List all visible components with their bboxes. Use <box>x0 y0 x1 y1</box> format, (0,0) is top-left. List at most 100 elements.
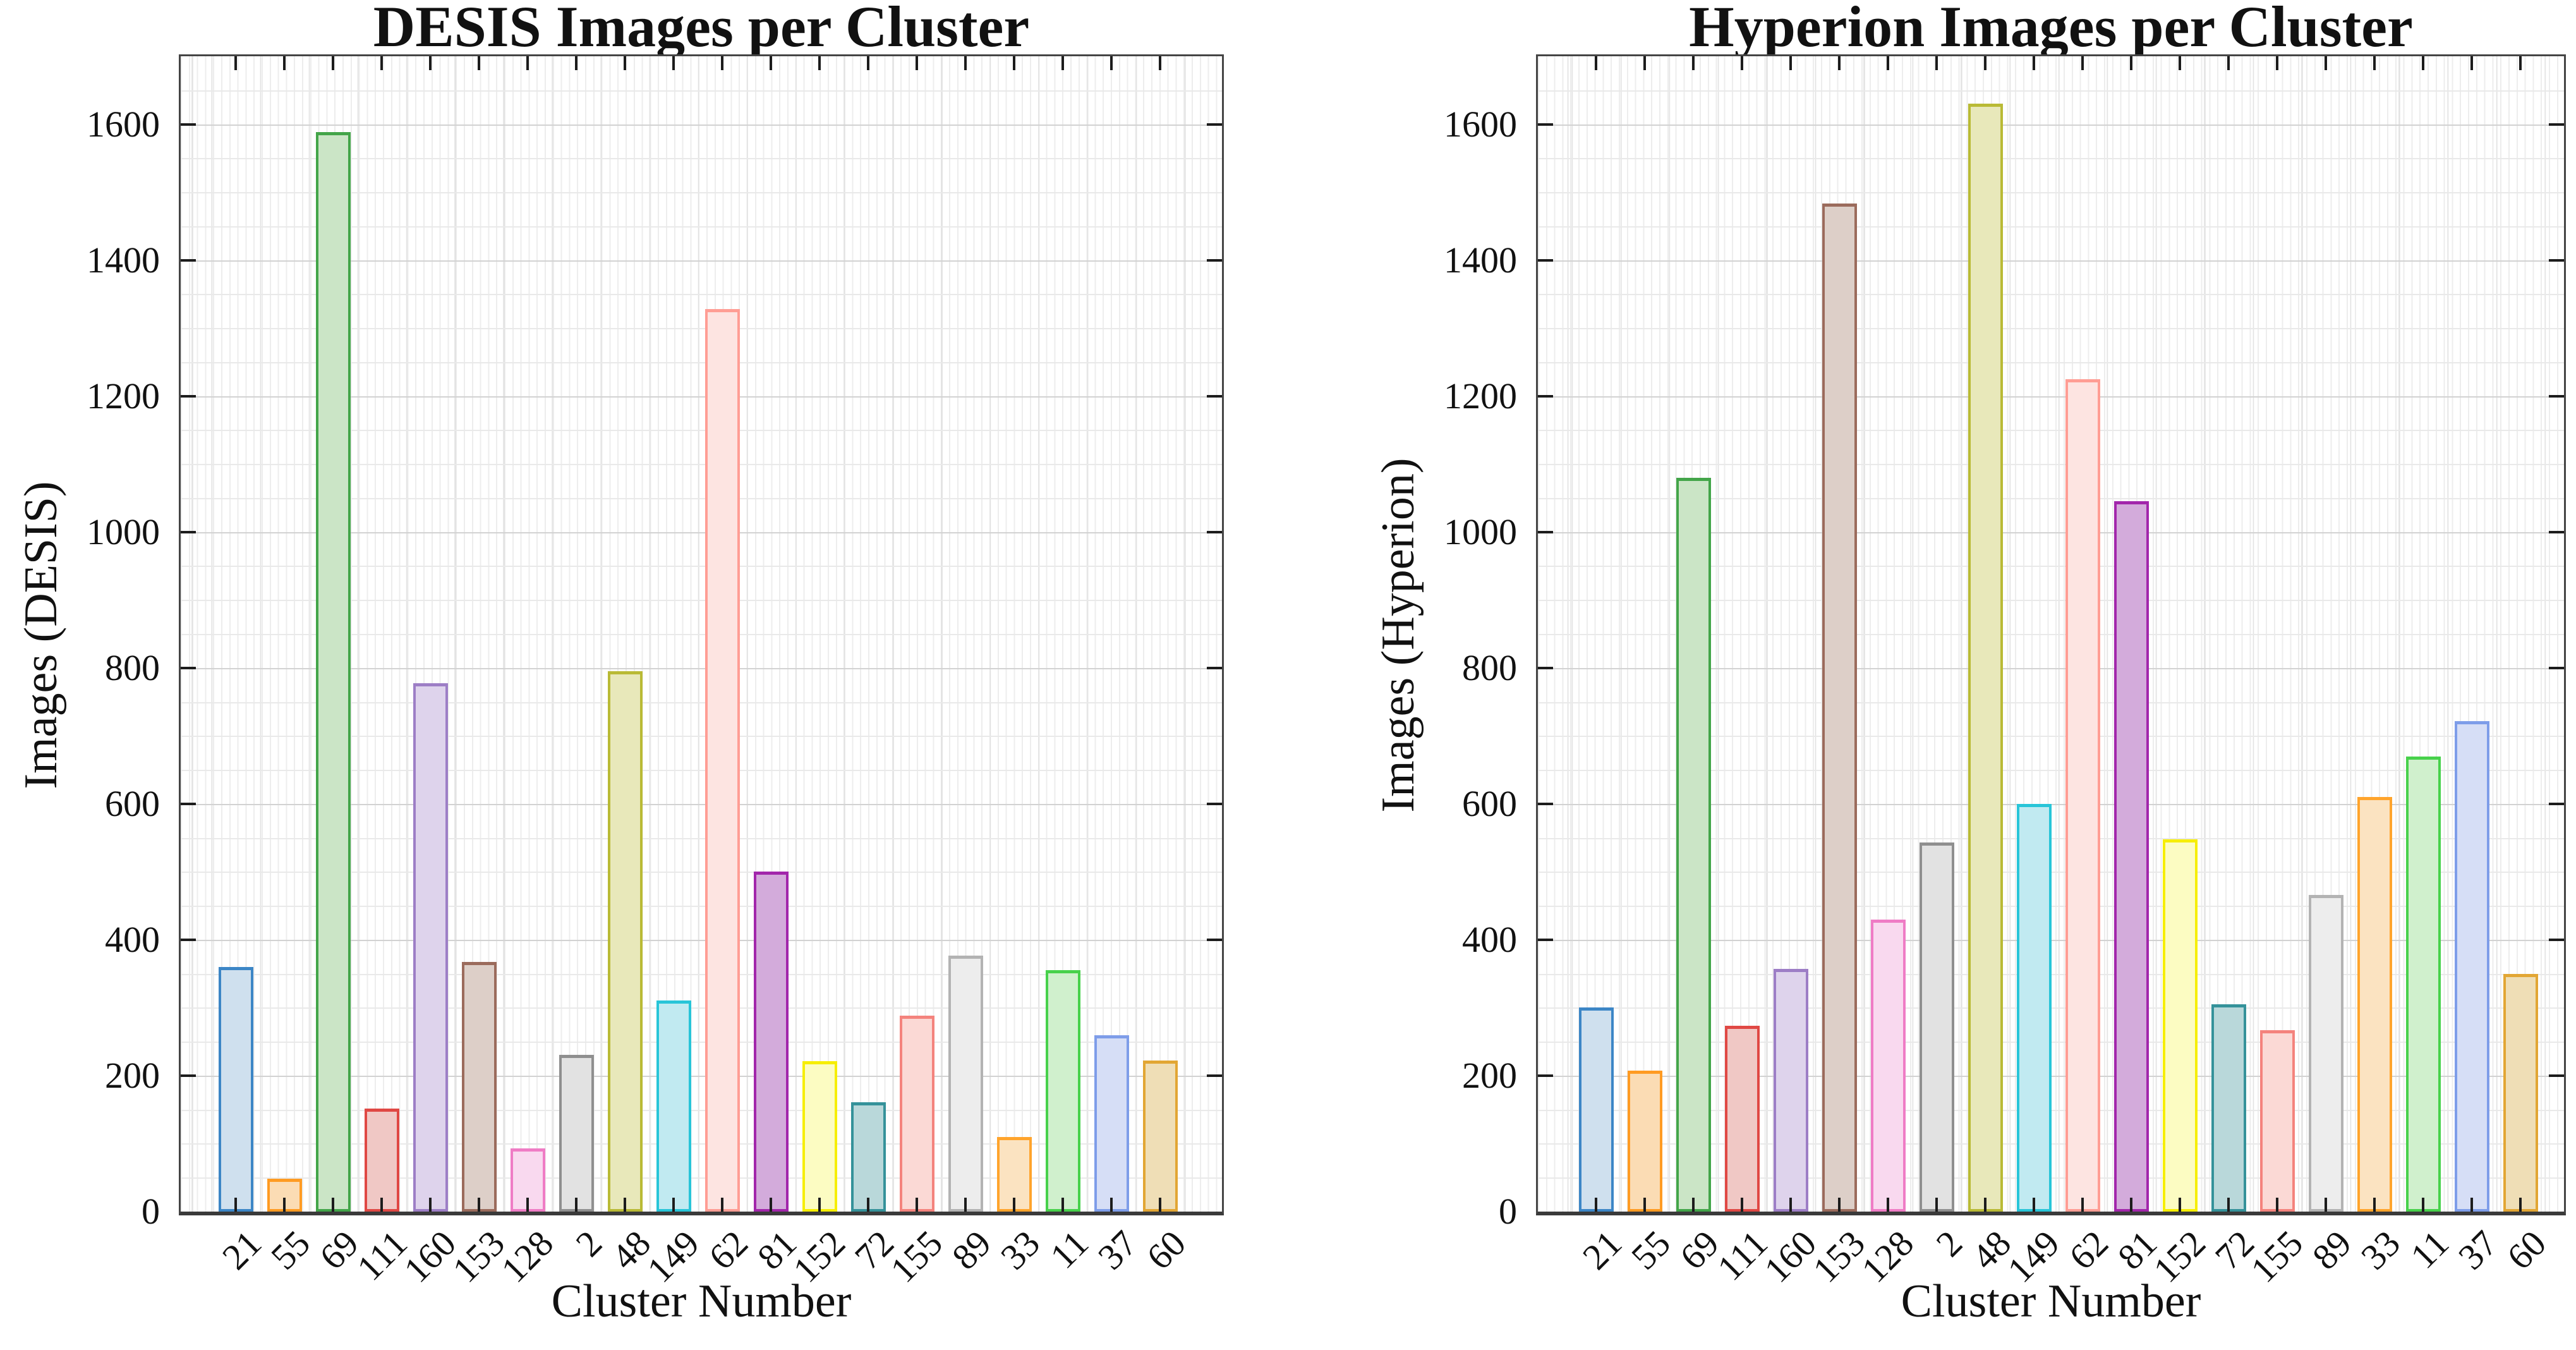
bar-cluster-152 <box>802 1061 837 1212</box>
y-tick-left <box>181 394 196 398</box>
y-tick-label: 1000 <box>87 511 160 552</box>
bar-cluster-48 <box>607 671 643 1212</box>
x-tick-label: 55 <box>263 1222 318 1278</box>
gridline-minor <box>1538 192 2564 194</box>
y-tick-label: 200 <box>105 1054 160 1096</box>
x-tick-bottom <box>283 1198 286 1212</box>
bar-cluster-153 <box>1822 204 1857 1212</box>
gridline-minor <box>181 1007 1222 1009</box>
gridline-major <box>181 124 1222 126</box>
x-tick-bottom <box>2519 1198 2522 1212</box>
y-tick-label: 1000 <box>1444 511 1517 552</box>
bar-cluster-149 <box>2016 804 2052 1212</box>
x-tick-bottom <box>2227 1198 2230 1212</box>
y-tick-left <box>181 123 196 126</box>
y-tick-left <box>181 802 196 805</box>
x-tick-bottom <box>1692 1198 1695 1212</box>
x-tick-label: 60 <box>2499 1222 2555 1278</box>
bar-cluster-111 <box>364 1109 399 1212</box>
y-tick-right <box>1207 802 1222 805</box>
gridline-minor <box>181 634 1222 635</box>
bar-cluster-21 <box>1578 1007 1614 1212</box>
x-tick-bottom <box>916 1198 918 1212</box>
x-tick-bottom <box>1789 1198 1792 1212</box>
gridline-minor <box>181 1143 1222 1145</box>
gridline-minor <box>181 566 1222 568</box>
x-tick-label: 62 <box>2061 1222 2117 1278</box>
x-tick-top <box>2325 56 2327 70</box>
gridline-minor <box>1538 294 2564 296</box>
gridline-minor <box>181 497 1222 499</box>
y-tick-left <box>1538 802 1553 805</box>
y-axis-label-hyperion: Images (Hyperion) <box>1372 458 1424 812</box>
y-tick-right <box>2549 530 2564 533</box>
gridline-minor <box>181 702 1222 703</box>
x-tick-top <box>429 56 432 70</box>
x-tick-top <box>1595 56 1597 70</box>
bar-cluster-128 <box>1870 920 1906 1212</box>
x-tick-label: 37 <box>2450 1222 2506 1278</box>
gridline-minor <box>181 90 1222 92</box>
bar-cluster-69 <box>1676 478 1711 1212</box>
x-tick-bottom <box>770 1198 772 1212</box>
y-tick-label: 400 <box>1462 918 1517 960</box>
gridline-major <box>181 939 1222 941</box>
y-tick-left <box>181 1074 196 1077</box>
y-tick-label: 600 <box>1462 782 1517 824</box>
bar-cluster-111 <box>1724 1026 1760 1212</box>
chart-title-hyperion: Hyperion Images per Cluster <box>1689 0 2413 59</box>
y-tick-label: 1600 <box>87 103 160 145</box>
y-tick-right <box>1207 258 1222 262</box>
x-tick-bottom <box>478 1198 480 1212</box>
x-tick-top <box>1643 56 1646 70</box>
bar-cluster-60 <box>1142 1061 1178 1212</box>
x-tick-bottom <box>867 1198 869 1212</box>
gridline-minor <box>181 1109 1222 1111</box>
x-tick-top <box>380 56 383 70</box>
x-tick-label: 2 <box>1928 1222 1971 1265</box>
y-tick-right <box>2549 123 2564 126</box>
x-tick-label: 60 <box>1139 1222 1194 1278</box>
x-tick-top <box>1789 56 1792 70</box>
x-tick-bottom <box>2276 1198 2278 1212</box>
x-tick-bottom <box>1595 1198 1597 1212</box>
bar-cluster-62 <box>704 309 740 1212</box>
gridline-major <box>181 803 1222 805</box>
bar-cluster-2 <box>559 1055 594 1212</box>
bar-cluster-89 <box>948 956 983 1212</box>
y-tick-label: 1600 <box>1444 103 1517 145</box>
x-tick-bottom <box>526 1198 529 1212</box>
gridline-major <box>1538 124 2564 126</box>
gridline-minor <box>181 837 1222 839</box>
y-tick-right <box>2549 258 2564 262</box>
y-tick-left <box>1538 1074 1553 1077</box>
x-tick-label: 11 <box>2402 1222 2457 1277</box>
bar-cluster-11 <box>2405 757 2441 1212</box>
x-tick-label: 21 <box>214 1222 270 1278</box>
gridline-major <box>181 667 1222 669</box>
x-tick-bottom <box>624 1198 626 1212</box>
y-tick-right <box>1207 123 1222 126</box>
gridline-major <box>1538 667 2564 669</box>
gridline-minor <box>1538 566 2564 568</box>
x-tick-top <box>1110 56 1113 70</box>
gridline-minor <box>181 906 1222 908</box>
bar-cluster-155 <box>899 1016 934 1212</box>
gridline-major <box>181 1075 1222 1077</box>
x-tick-bottom <box>1061 1198 1064 1212</box>
bar-cluster-37 <box>2454 721 2489 1212</box>
gridline-minor <box>1538 158 2564 160</box>
x-tick-top <box>575 56 577 70</box>
x-tick-bottom <box>2081 1198 2084 1212</box>
y-tick-right <box>1207 666 1222 669</box>
y-tick-label: 800 <box>105 647 160 688</box>
gridline-minor <box>181 362 1222 363</box>
gridline-major <box>181 532 1222 533</box>
x-tick-top <box>1692 56 1695 70</box>
x-tick-top <box>672 56 675 70</box>
gridline-minor <box>181 464 1222 466</box>
x-tick-top <box>1984 56 1986 70</box>
x-tick-bottom <box>1887 1198 1889 1212</box>
gridline-minor <box>181 736 1222 738</box>
x-tick-label: 89 <box>944 1222 1000 1278</box>
